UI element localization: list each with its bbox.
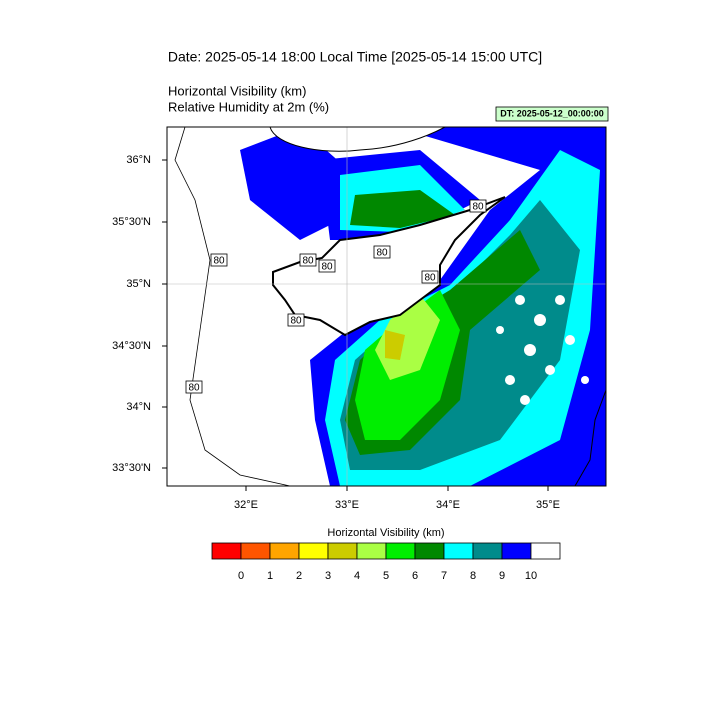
clear-spots (496, 295, 589, 405)
contour-label-box (287, 313, 305, 327)
title-line: Horizontal Visibility (km) (168, 83, 306, 98)
colorbar-box (269, 542, 300, 560)
colorbar-box (385, 542, 416, 560)
colorbar-tick: 9 (499, 570, 505, 582)
dt-label: DT: 2025-05-12_00:00:00 (500, 108, 604, 118)
colorbar-box (501, 542, 532, 560)
contour-label: 80 (376, 248, 388, 259)
contour-label-box (299, 253, 317, 267)
colorbar-tick: 7 (441, 570, 447, 582)
colorbar-tick: 5 (383, 570, 389, 582)
colorbar-title: Horizontal Visibility (km) (327, 527, 444, 539)
map-frame (166, 126, 607, 487)
coastline (269, 127, 446, 152)
colorbar-box (240, 542, 271, 560)
contour-label: 80 (302, 256, 314, 267)
field-area (350, 190, 455, 228)
lon-label: 32°E (234, 499, 258, 511)
colorbar-tick: 6 (412, 570, 418, 582)
colorbar-box (327, 542, 358, 560)
lat-label: 35°30'N (112, 216, 151, 228)
colorbar-box (356, 542, 387, 560)
colorbar-tick: 2 (296, 570, 302, 582)
contour-label-box (421, 270, 439, 284)
colorbar-tick: 8 (470, 570, 476, 582)
lat-label: 33°30'N (112, 462, 151, 474)
colorbar-box (443, 542, 474, 560)
field-area (385, 330, 405, 360)
colorbar-box (530, 542, 561, 560)
title-line: Relative Humidity at 2m (%) (168, 99, 329, 114)
dt-box (495, 106, 609, 122)
contour-label: 80 (290, 316, 302, 327)
colorbar-tick: 4 (354, 570, 360, 582)
contour-label-box (373, 245, 391, 259)
contour (174, 127, 291, 486)
colorbar-tick: 3 (325, 570, 331, 582)
colorbar-box (211, 542, 242, 560)
contour-label: 80 (472, 202, 484, 213)
colorbar-tick: 0 (238, 570, 244, 582)
contour-label-box (185, 380, 203, 394)
lon-label: 33°E (335, 499, 359, 511)
lat-label: 34°N (126, 401, 151, 413)
coastline (574, 389, 606, 486)
colorbar-box (414, 542, 445, 560)
colorbar-tick: 1 (267, 570, 273, 582)
contour-label-box (469, 199, 487, 213)
contour-label-box (210, 253, 228, 267)
contour-label: 80 (213, 256, 225, 267)
contour-label: 80 (188, 383, 200, 394)
lat-label: 34°30'N (112, 340, 151, 352)
colorbar-box (472, 542, 503, 560)
lon-label: 34°E (436, 499, 460, 511)
lat-label: 35°N (126, 278, 151, 290)
contour-label: 80 (424, 273, 436, 284)
contour-label-box (318, 259, 336, 273)
lat-label: 36°N (126, 154, 151, 166)
map-field (174, 127, 606, 486)
colorbar-box (298, 542, 329, 560)
contour-label: 80 (321, 262, 333, 273)
date: Date: 2025-05-14 18:00 Local Time [2025-… (168, 49, 542, 65)
lon-label: 35°E (536, 499, 560, 511)
colorbar-tick: 10 (525, 570, 537, 582)
